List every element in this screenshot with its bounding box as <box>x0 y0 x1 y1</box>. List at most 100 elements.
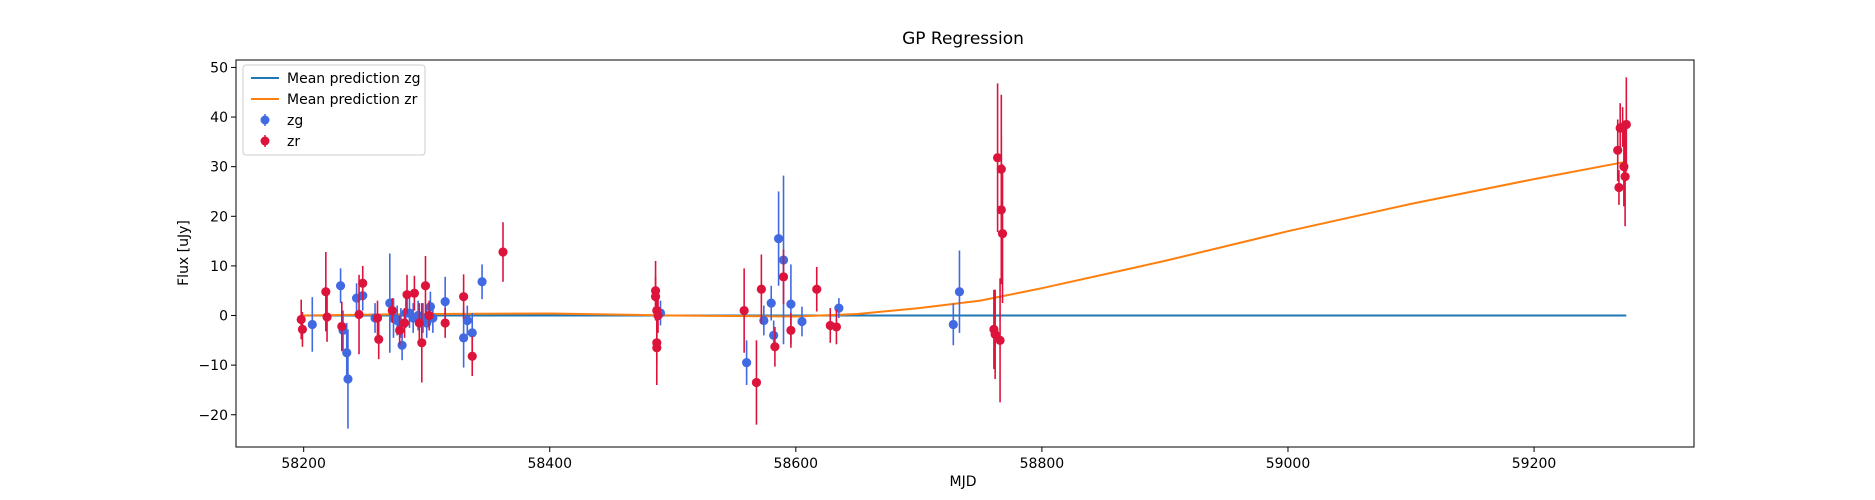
zg-marker <box>477 277 487 287</box>
zg-data-point <box>797 306 807 337</box>
zr-data-point <box>778 249 789 305</box>
zg-data-point <box>462 305 472 336</box>
zr-marker <box>653 310 663 321</box>
zr-marker <box>997 229 1008 239</box>
zr-marker <box>1614 182 1624 193</box>
zr-data-point <box>440 308 450 338</box>
zg-data-point <box>307 297 317 352</box>
zr-marker <box>756 284 766 294</box>
zr-data-point <box>990 289 1000 380</box>
zg-marker <box>742 358 752 368</box>
y-tick-label: 10 <box>210 259 228 275</box>
zr-marker <box>354 309 364 320</box>
zr-data-point <box>420 255 431 316</box>
zg-marker <box>766 298 776 308</box>
zr-data-point <box>424 300 434 331</box>
zr-data-point <box>297 312 308 347</box>
zr-data-point <box>995 278 1005 403</box>
zr-marker <box>440 318 450 328</box>
zg-marker <box>307 319 317 330</box>
zr-marker <box>993 153 1003 163</box>
zg-marker <box>440 297 450 307</box>
zr-marker <box>399 318 410 328</box>
zr-data-point <box>786 313 796 348</box>
zr-marker <box>812 284 822 294</box>
zr-data-point <box>1621 77 1631 172</box>
zr-marker <box>420 281 431 291</box>
legend: Mean prediction zg Mean prediction zr zg… <box>242 64 426 156</box>
zr-marker <box>751 377 762 388</box>
zr-marker <box>770 342 780 352</box>
zr-marker <box>297 324 308 335</box>
legend-swatch-zr <box>260 135 270 147</box>
zr-marker <box>467 351 477 361</box>
zr-marker <box>1620 171 1630 182</box>
zg-marker <box>462 315 472 326</box>
y-tick-label: −20 <box>198 408 228 424</box>
zr-data-point <box>374 319 384 360</box>
zr-data-point <box>459 274 469 319</box>
zr-data-point <box>322 292 332 342</box>
plot-frame <box>235 59 1695 448</box>
zr-data-point <box>739 268 749 353</box>
zr-marker <box>652 343 662 353</box>
y-tick-label: 20 <box>210 209 228 225</box>
y-tick-label: 50 <box>210 60 228 76</box>
zg-data-point <box>742 340 752 385</box>
zg-data-point <box>342 322 352 383</box>
zr-data-point <box>387 298 397 323</box>
y-tick-label: −10 <box>198 358 228 374</box>
zg-marker <box>467 328 477 338</box>
zr-data-point <box>831 309 842 345</box>
zr-data-point <box>1614 170 1624 205</box>
zg-data-point <box>343 329 353 429</box>
x-axis-label: MJD <box>950 474 977 490</box>
x-tick-label: 58600 <box>774 456 819 472</box>
zr-marker <box>498 247 508 257</box>
zr-marker <box>337 321 347 332</box>
x-tick-label: 59000 <box>1266 456 1311 472</box>
zr-marker <box>831 322 842 332</box>
zr-data-point <box>756 254 766 324</box>
zg-marker <box>786 299 796 309</box>
zr-marker <box>372 313 383 323</box>
x-tick-label: 58200 <box>281 456 326 472</box>
zg-data-point <box>335 268 346 304</box>
zg-marker <box>954 287 965 297</box>
legend-label-zg: zg <box>287 113 303 129</box>
chart-title: GP Regression <box>902 29 1024 49</box>
legend-label-mean-zg: Mean prediction zg <box>287 71 421 87</box>
zr-data-point <box>653 298 663 333</box>
zr-marker <box>409 288 420 298</box>
zr-marker <box>402 290 412 300</box>
zg-marker <box>773 234 784 244</box>
zg-data-point <box>477 264 487 300</box>
zr-data-point <box>402 274 412 315</box>
zr-marker <box>1621 119 1631 130</box>
zg-marker <box>769 330 779 340</box>
zr-marker <box>387 305 397 316</box>
zr-data-point <box>337 301 347 352</box>
zr-data-point <box>395 315 405 346</box>
zr-marker <box>321 287 331 297</box>
zg-data-point <box>954 250 965 333</box>
zr-data-point <box>1620 126 1630 227</box>
legend-label-mean-zr: Mean prediction zr <box>287 92 418 108</box>
y-tick-label: 40 <box>210 110 228 126</box>
y-tick-label: 0 <box>219 309 228 325</box>
zr-marker <box>395 325 405 336</box>
y-axis-label: Flux [uJy] <box>176 220 192 286</box>
zg-data-point <box>948 303 958 346</box>
x-tick-label: 59200 <box>1512 456 1557 472</box>
zr-marker <box>358 278 368 288</box>
zr-data-point <box>409 275 420 311</box>
zr-marker <box>374 334 384 344</box>
zr-data-point <box>751 340 762 425</box>
zg-marker <box>342 348 352 358</box>
zr-data-point <box>372 300 383 336</box>
zg-marker <box>343 374 353 384</box>
x-tick-label: 58800 <box>1020 456 1065 472</box>
mean-prediction-zr-line <box>301 160 1627 318</box>
zr-marker <box>296 314 306 325</box>
